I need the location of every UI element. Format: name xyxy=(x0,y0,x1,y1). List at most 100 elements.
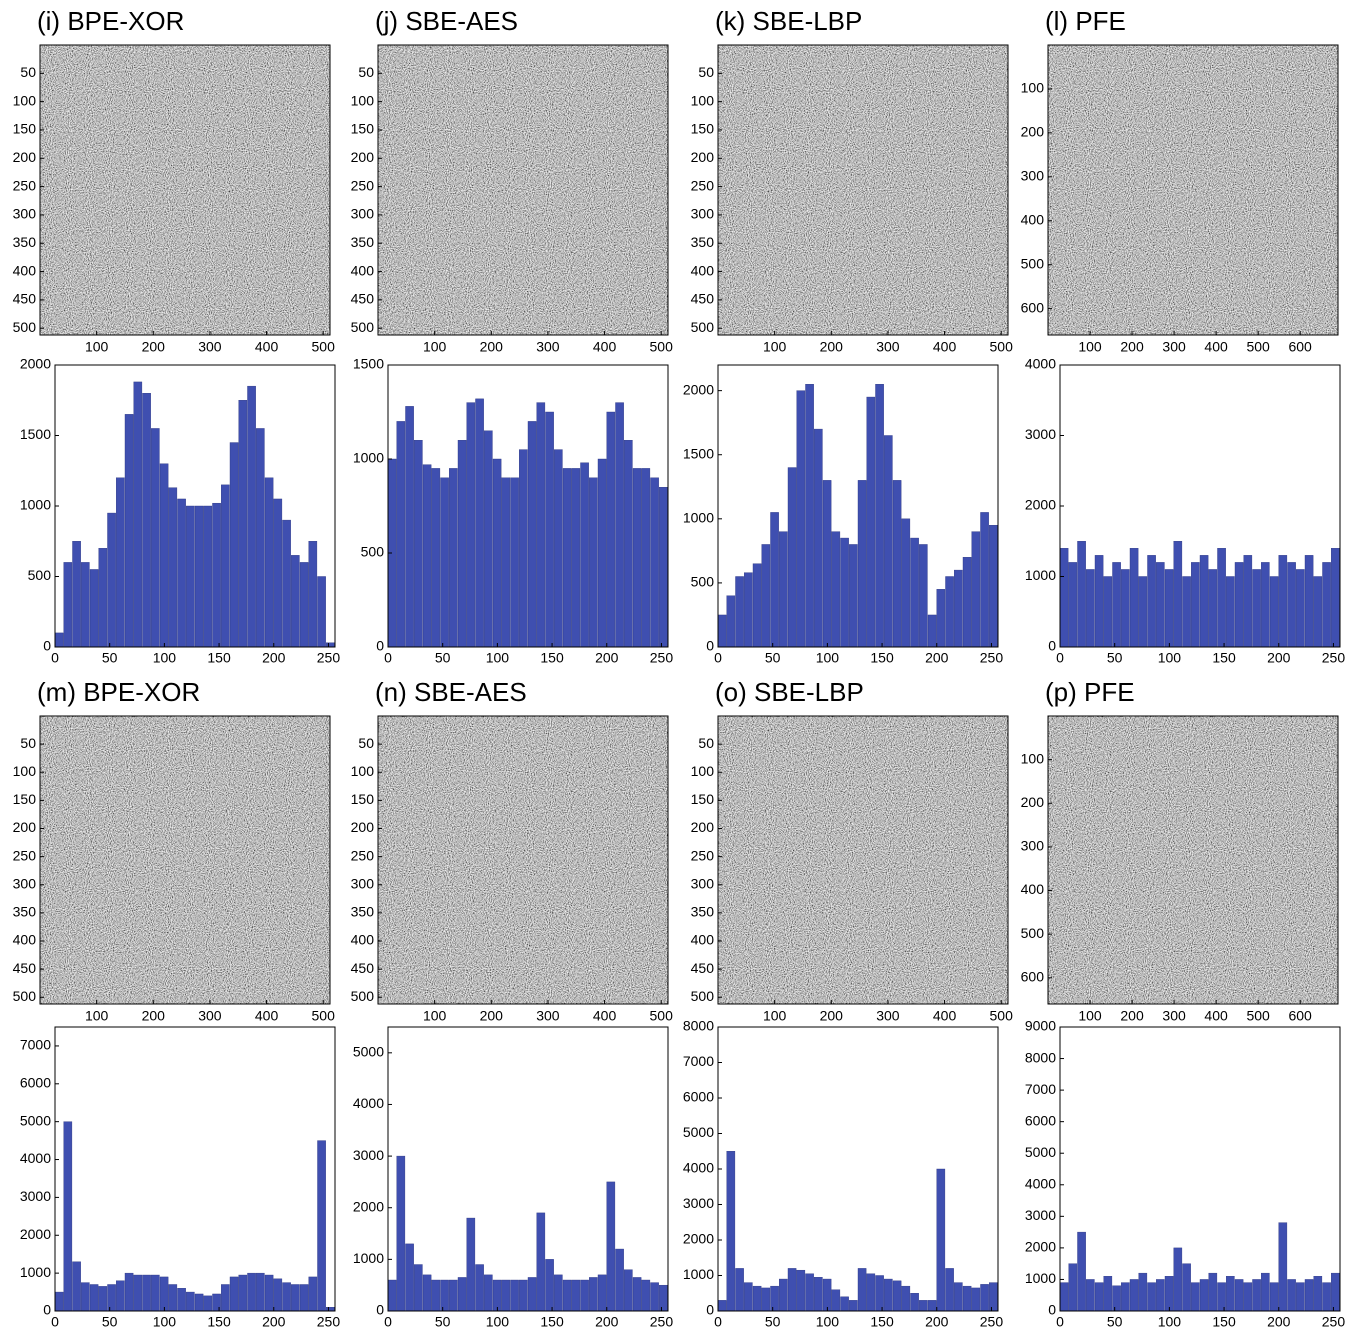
bar xyxy=(884,1278,893,1312)
bar xyxy=(831,1289,841,1312)
bar xyxy=(291,555,300,648)
y-tick-label: 7000 xyxy=(20,1037,51,1053)
bar xyxy=(545,411,554,648)
bar xyxy=(449,468,458,648)
bar xyxy=(945,576,954,648)
x-tick-label: 0 xyxy=(384,1314,392,1330)
bar xyxy=(1121,1282,1130,1312)
bar xyxy=(54,632,64,648)
x-tick-label: 100 xyxy=(816,1314,840,1330)
y-tick-label: 300 xyxy=(691,875,715,891)
y-tick-label: 100 xyxy=(351,763,375,779)
x-tick-label: 200 xyxy=(262,1314,286,1330)
bar xyxy=(256,1272,265,1312)
bar xyxy=(831,531,841,648)
y-tick-label: 50 xyxy=(20,735,36,751)
y-tick-label: 6000 xyxy=(1025,1112,1056,1128)
x-tick-label: 100 xyxy=(816,650,840,666)
bar xyxy=(989,1282,998,1312)
bar xyxy=(1252,569,1261,648)
bar xyxy=(936,589,946,648)
x-tick-label: 100 xyxy=(153,650,177,666)
y-tick-label: 500 xyxy=(691,988,715,1004)
y-tick-label: 450 xyxy=(13,960,37,976)
bar xyxy=(919,544,928,648)
y-tick-label: 50 xyxy=(698,735,714,751)
y-tick-label: 4000 xyxy=(20,1150,51,1166)
x-tick-label: 100 xyxy=(85,339,109,355)
bar xyxy=(971,531,981,648)
bar xyxy=(796,1269,806,1312)
bar xyxy=(892,1280,902,1312)
bar xyxy=(857,480,867,648)
bar xyxy=(787,467,797,648)
bar xyxy=(1164,569,1174,648)
bar xyxy=(927,614,937,648)
y-tick-label: 450 xyxy=(691,291,715,307)
frame xyxy=(377,715,669,1005)
bar xyxy=(796,390,806,648)
bar xyxy=(177,1288,186,1312)
frame xyxy=(1047,715,1339,1005)
x-tick-label: 500 xyxy=(990,1008,1014,1024)
x-tick-label: 150 xyxy=(870,1314,894,1330)
y-tick-label: 500 xyxy=(351,988,375,1004)
y-tick-label: 3000 xyxy=(20,1188,51,1204)
y-tick-label: 150 xyxy=(691,121,715,137)
frame xyxy=(1047,44,1339,336)
bar xyxy=(866,1273,876,1312)
bar xyxy=(194,1293,204,1312)
bar xyxy=(299,1284,309,1312)
y-tick-label: 2000 xyxy=(683,381,714,397)
y-tick-label: 400 xyxy=(351,932,375,948)
bar xyxy=(63,562,73,648)
bar xyxy=(962,557,972,648)
y-tick-label: 500 xyxy=(691,574,715,590)
bar xyxy=(405,1243,414,1312)
y-tick-label: 0 xyxy=(43,1302,51,1318)
bar xyxy=(752,563,762,648)
x-tick-label: 200 xyxy=(1120,339,1144,355)
y-tick-label: 200 xyxy=(1021,124,1045,140)
frame xyxy=(387,1026,669,1312)
y-tick-label: 7000 xyxy=(683,1053,714,1069)
x-tick-label: 50 xyxy=(1107,650,1123,666)
x-tick-label: 100 xyxy=(423,1008,447,1024)
y-tick-label: 300 xyxy=(691,206,715,222)
y-tick-label: 1000 xyxy=(20,1264,51,1280)
bar xyxy=(414,1264,423,1312)
bar xyxy=(1331,1272,1340,1312)
x-tick-label: 100 xyxy=(1078,1008,1102,1024)
bar xyxy=(457,1277,467,1312)
y-tick-label: 4000 xyxy=(1025,1175,1056,1191)
x-tick-label: 500 xyxy=(650,1008,674,1024)
bar xyxy=(954,569,963,648)
bar xyxy=(396,421,406,648)
bar xyxy=(787,1268,797,1312)
bar xyxy=(247,385,256,648)
x-tick-label: 200 xyxy=(262,650,286,666)
bar xyxy=(761,1287,771,1312)
bar xyxy=(562,1279,572,1312)
x-tick-label: 300 xyxy=(198,1008,222,1024)
y-tick-label: 100 xyxy=(13,92,37,108)
x-tick-label: 300 xyxy=(536,1008,560,1024)
bar xyxy=(229,442,239,648)
y-tick-label: 150 xyxy=(13,121,37,137)
frame xyxy=(39,715,331,1005)
bar xyxy=(238,400,248,648)
x-tick-label: 100 xyxy=(763,1008,787,1024)
y-tick-label: 500 xyxy=(28,567,52,583)
x-tick-label: 0 xyxy=(51,1314,59,1330)
bar xyxy=(238,1274,248,1312)
bar xyxy=(1269,1282,1279,1312)
panel-title: (n) SBE-AES xyxy=(375,677,527,707)
bar xyxy=(527,1277,537,1312)
y-tick-label: 1500 xyxy=(20,426,51,442)
y-tick-label: 350 xyxy=(351,234,375,250)
bar xyxy=(308,541,318,648)
y-tick-label: 150 xyxy=(351,121,375,137)
y-tick-label: 200 xyxy=(351,819,375,835)
y-tick-label: 5000 xyxy=(353,1044,384,1060)
bar xyxy=(63,1121,73,1312)
